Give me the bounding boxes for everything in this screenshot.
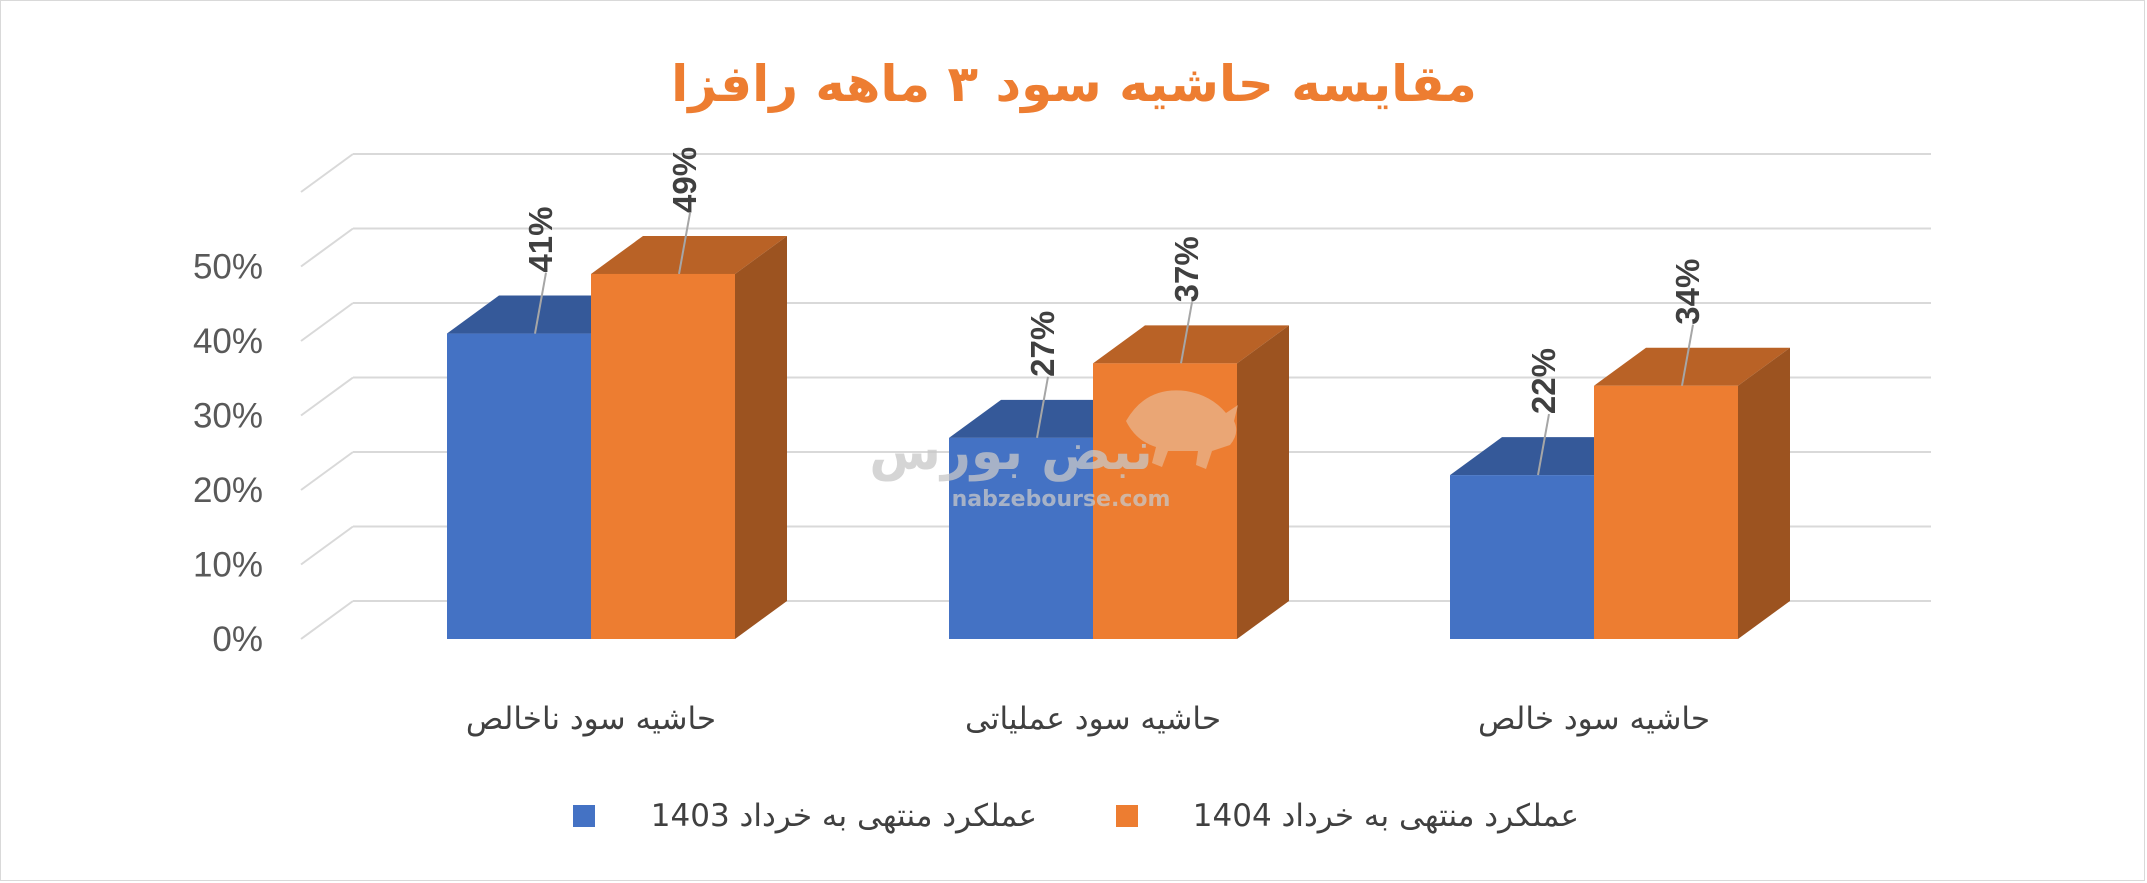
category-label: حاشیه سود خالص: [1478, 701, 1710, 737]
gridline-diagonal: [300, 600, 354, 640]
data-label: 34%: [1669, 259, 1706, 325]
bar-front-face: [591, 273, 735, 639]
y-tick-label: 20%: [193, 471, 263, 510]
bar-front-face: [1594, 385, 1738, 639]
data-label-leader: [1036, 376, 1049, 439]
bull-logo-icon: [1126, 390, 1238, 469]
category-label: حاشیه سود ناخالص: [466, 701, 716, 737]
bar-side-face: [735, 235, 787, 639]
gridline-diagonal: [300, 525, 354, 566]
legend-swatch: [1116, 805, 1138, 827]
y-tick-label: 0%: [212, 620, 263, 659]
y-axis: 0% 10% 20% 30% 40% 50%: [193, 248, 263, 660]
data-label: 27%: [1024, 311, 1061, 377]
bar-side-face: [1237, 325, 1289, 639]
y-tick-label: 10%: [193, 546, 263, 585]
watermark: نبض بورس nabzebourse.com: [869, 390, 1238, 512]
data-label: 37%: [1168, 236, 1205, 302]
bar: [591, 235, 787, 639]
bar: [1093, 325, 1289, 639]
data-label-leader: [1180, 302, 1193, 364]
data-label: 49%: [666, 147, 703, 213]
gridline-diagonal: [300, 153, 354, 193]
gridline-diagonal: [300, 227, 354, 268]
legend-label: عملکرد منتهی به خرداد 1404: [1193, 798, 1579, 834]
legend: عملکرد منتهی به خرداد 1403 عملکرد منتهی ب…: [573, 798, 1579, 834]
bar-side-face: [1738, 347, 1790, 639]
bar-top-face: [591, 235, 787, 274]
chart-title: مقایسه حاشیه سود ۳ ماهه رافزا: [671, 55, 1477, 114]
bar-front-face: [949, 437, 1093, 639]
watermark-url: nabzebourse.com: [952, 487, 1171, 512]
data-labels: 41% 49% 27% 37% 22% 34%: [522, 147, 1706, 476]
bar-front-face: [447, 333, 591, 639]
bar-top-face: [1594, 347, 1790, 386]
data-label: 41%: [522, 206, 559, 272]
data-label-leader: [1537, 413, 1550, 476]
y-tick-label: 30%: [193, 397, 263, 436]
data-label-leader: [678, 212, 691, 275]
data-label: 22%: [1525, 348, 1562, 414]
data-label-leader: [534, 272, 547, 334]
data-label-leader: [1681, 324, 1694, 386]
legend-item: عملکرد منتهی به خرداد 1404: [1116, 798, 1579, 834]
bar-top-face: [1093, 325, 1289, 364]
legend-label: عملکرد منتهی به خرداد 1403: [651, 798, 1037, 834]
bar: [1594, 347, 1790, 639]
gridline-diagonal: [300, 451, 354, 491]
legend-swatch: [573, 805, 595, 827]
category-labels: حاشیه سود ناخالص حاشیه سود عملیاتی حاشیه س…: [466, 701, 1710, 737]
y-tick-label: 40%: [193, 322, 263, 361]
legend-item: عملکرد منتهی به خرداد 1403: [573, 798, 1037, 834]
gridline-diagonal: [300, 376, 354, 417]
gridline-diagonal: [300, 302, 354, 342]
watermark-brand: نبض بورس: [869, 422, 1153, 482]
category-label: حاشیه سود عملیاتی: [965, 701, 1221, 737]
y-tick-label: 50%: [193, 248, 263, 287]
bars: [447, 235, 1790, 639]
bar-front-face: [1450, 475, 1594, 639]
